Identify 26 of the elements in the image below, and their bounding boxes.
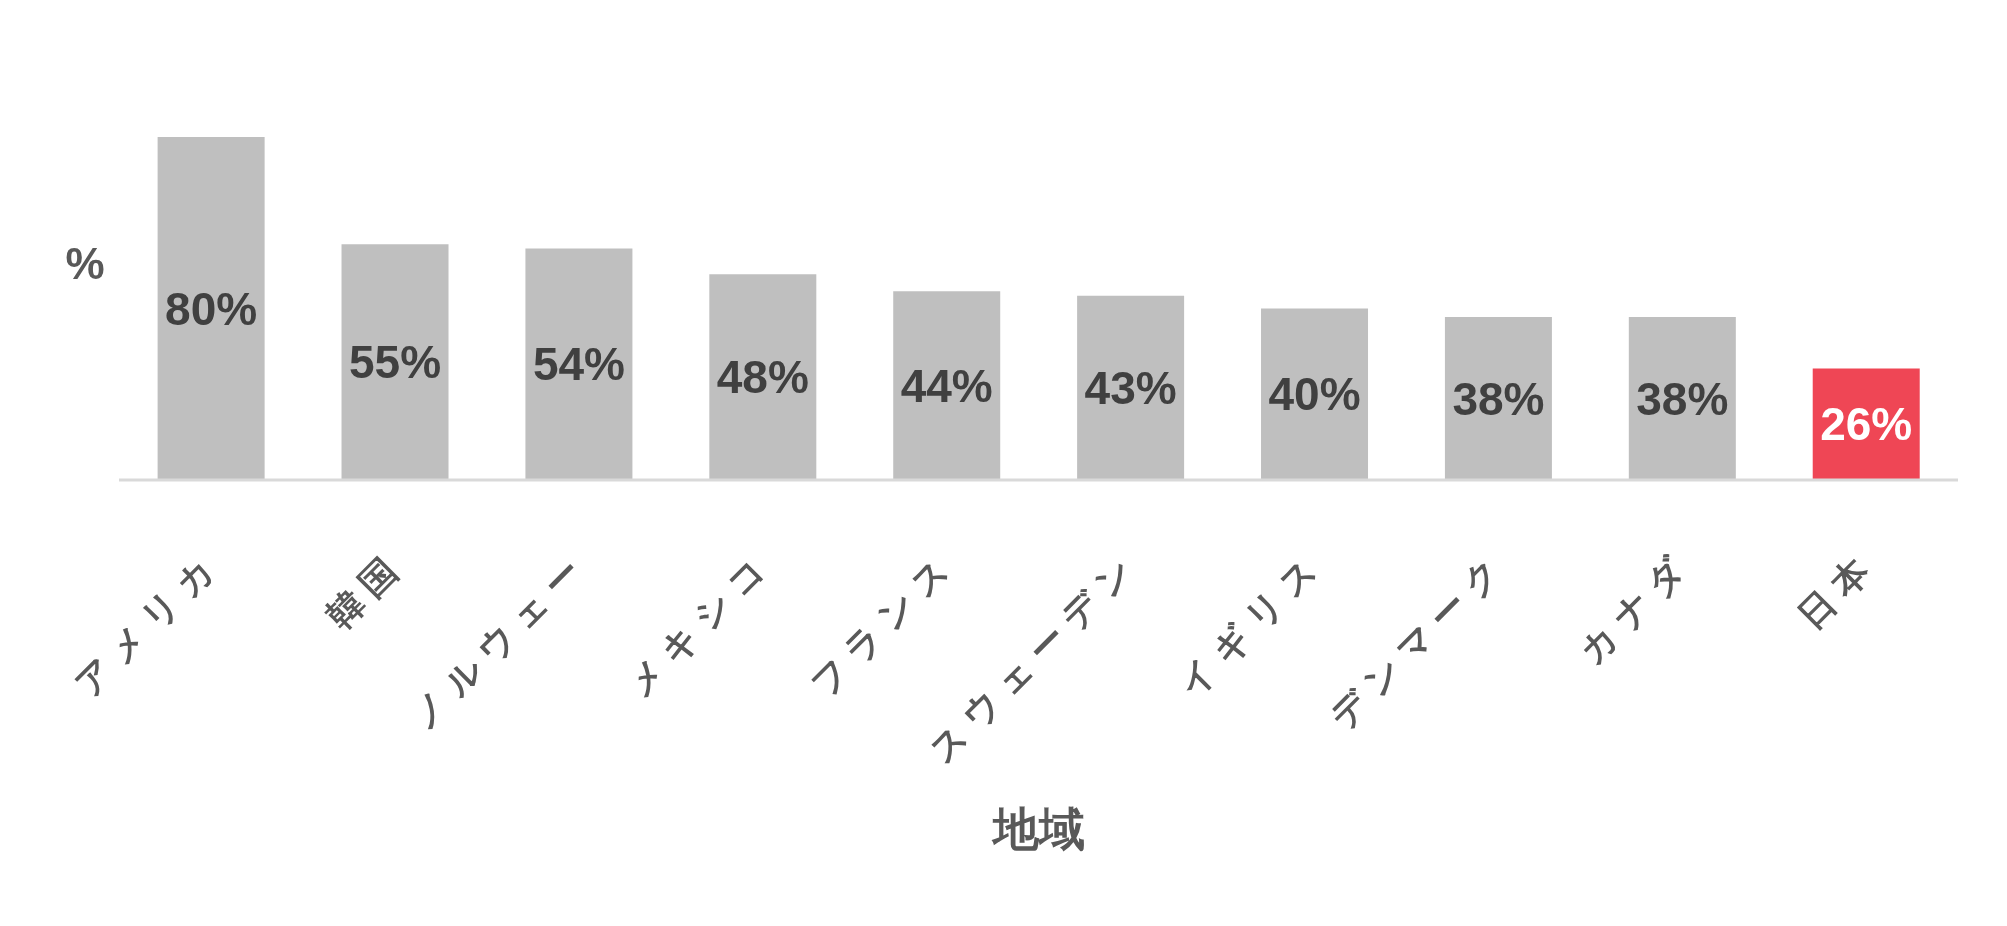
bar (341, 244, 449, 480)
bar (157, 137, 265, 480)
bar (1261, 308, 1369, 480)
x-tick-label: メキシコ (618, 542, 781, 705)
y-axis-title: % (65, 239, 105, 288)
x-tick-label: カナダ (1571, 542, 1700, 672)
x-tick-label: アメリカ (66, 542, 229, 705)
data-label: 54% (532, 338, 625, 391)
x-tick-label: 日本 (1789, 542, 1884, 637)
data-label: 55% (348, 336, 442, 389)
data-label: 40% (1268, 368, 1361, 421)
bar (1444, 317, 1552, 480)
bar (525, 248, 633, 480)
data-label: 26% (1820, 398, 1913, 451)
data-label: 44% (900, 359, 993, 412)
bar (893, 291, 1001, 480)
bar (1628, 317, 1736, 480)
x-tick-label: フランス (802, 542, 965, 705)
bar (709, 274, 817, 480)
data-label: 48% (716, 351, 809, 404)
data-label: 43% (1084, 361, 1177, 414)
data-label: 38% (1636, 372, 1729, 425)
x-axis-title: 地域 (993, 803, 1085, 855)
bar (1077, 295, 1185, 480)
data-label: 38% (1452, 372, 1545, 425)
data-label: 80% (165, 282, 258, 335)
